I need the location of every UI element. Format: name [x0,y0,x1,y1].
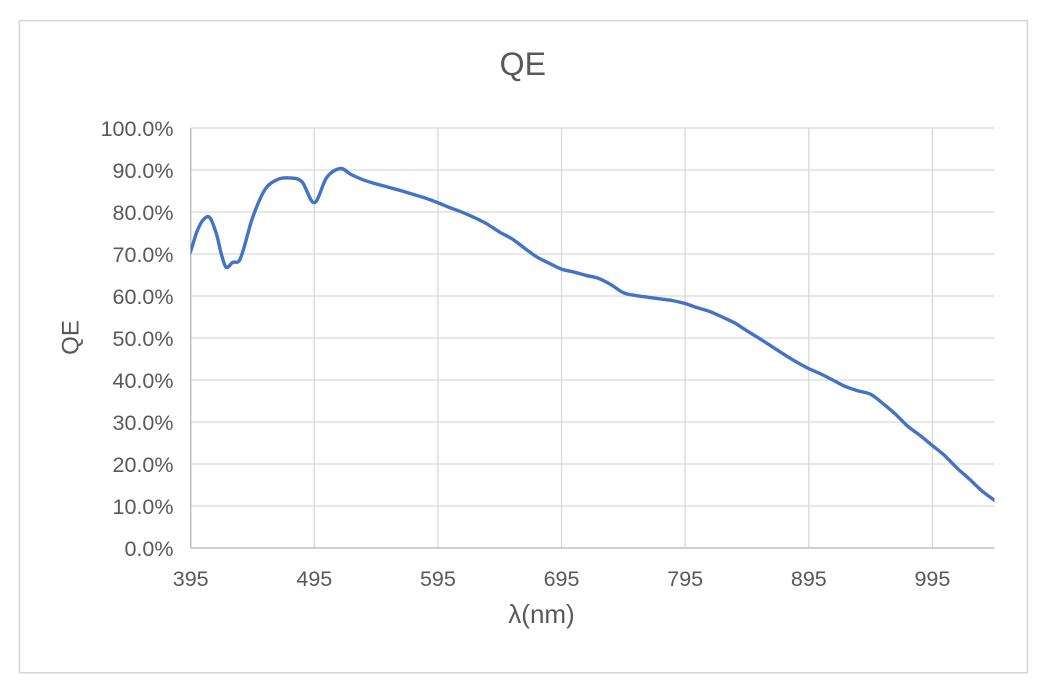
svg-text:395: 395 [173,567,209,591]
svg-text:90.0%: 90.0% [113,159,174,183]
svg-text:795: 795 [667,567,703,591]
svg-text:10.0%: 10.0% [113,495,174,519]
svg-text:895: 895 [791,567,827,591]
svg-text:80.0%: 80.0% [113,201,174,225]
svg-text:QE: QE [500,46,546,82]
svg-text:40.0%: 40.0% [113,369,174,393]
svg-text:995: 995 [914,567,950,591]
svg-text:595: 595 [420,567,456,591]
svg-text:λ(nm): λ(nm) [508,599,574,629]
svg-text:695: 695 [544,567,580,591]
svg-text:60.0%: 60.0% [113,285,174,309]
svg-text:50.0%: 50.0% [113,327,174,351]
svg-text:70.0%: 70.0% [113,243,174,267]
svg-text:100.0%: 100.0% [101,117,174,141]
svg-text:0.0%: 0.0% [124,537,173,561]
svg-text:20.0%: 20.0% [113,453,174,477]
svg-text:495: 495 [296,567,332,591]
svg-text:QE: QE [58,320,85,355]
svg-text:30.0%: 30.0% [113,411,174,435]
